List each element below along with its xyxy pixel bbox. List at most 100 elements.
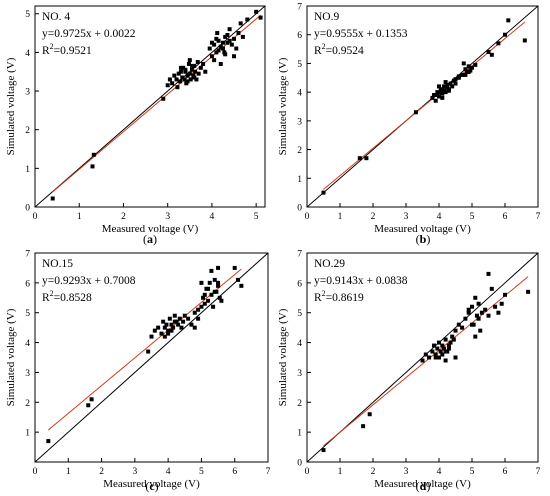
data-point [476,316,481,321]
data-point [433,98,438,103]
x-tick-label: 1 [66,467,71,477]
data-point [212,289,217,294]
data-point [156,325,161,330]
data-point [192,310,197,315]
data-point [162,334,167,339]
data-point [159,331,164,336]
data-point [207,280,212,285]
y-tick-label: 5 [297,309,302,319]
data-point [466,307,471,312]
plot-frame [34,5,266,208]
data-point [448,81,453,86]
data-point [196,307,201,312]
data-point [503,292,507,297]
y-tick-label: 4 [297,339,302,349]
y-tick-label: 1 [297,429,302,439]
data-point [164,322,169,327]
data-point [178,69,183,74]
data-point [364,156,369,161]
data-point [448,340,453,345]
data-point [196,71,201,76]
reference-line [35,253,268,462]
data-point [50,196,55,201]
annotation-r-squared: R2=0.9524 [314,42,364,57]
data-point [489,52,494,57]
data-point [438,349,443,354]
data-point [161,319,166,324]
x-tick-label: 6 [503,212,508,222]
data-point [232,36,237,41]
data-point [456,322,461,327]
x-tick-label: 2 [371,212,376,222]
data-point [174,77,179,82]
y-axis-label: Simulated voltage (V) [277,308,289,406]
fit-line [323,21,526,190]
data-point [437,355,441,360]
data-point [460,325,465,330]
data-point [433,352,438,357]
annotation-dataset: NO. 4 [42,11,70,23]
data-point [489,286,494,291]
data-point [443,337,448,342]
data-point [183,67,188,72]
y-axis-label: Simulated voltage (V) [5,57,17,155]
data-point [199,280,204,285]
data-point [223,34,228,39]
y-tick-label: 3 [297,117,302,127]
y-tick-label: 5 [25,10,30,20]
data-point [172,319,177,324]
x-tick-label: 1 [338,467,343,477]
data-point [206,286,211,291]
data-point [446,343,451,348]
data-point [479,310,484,315]
x-tick-label: 0 [33,212,38,222]
data-point [440,343,445,348]
data-point [486,271,491,276]
data-point [220,40,225,45]
data-point [176,322,181,327]
data-point [435,346,440,351]
data-point [167,316,172,321]
panel-label: (c) [145,479,158,493]
data-point [236,31,241,36]
data-point [451,337,456,342]
data-point [86,403,91,408]
data-point [463,316,468,321]
x-tick-label: 3 [404,467,409,477]
data-point [245,17,250,22]
annotation-equation: y=0.9555x + 0.1353 [314,28,408,40]
data-point [503,32,507,37]
data-point [440,95,445,100]
data-point [450,84,455,89]
y-tick-label: 5 [25,309,30,319]
data-point [172,73,177,78]
data-point [232,54,237,59]
data-point [225,32,230,37]
data-point [466,310,471,315]
data-point [254,9,259,14]
data-point [239,283,244,288]
data-point [212,277,217,282]
data-point [258,15,263,20]
data-point [91,152,96,157]
data-point [188,77,193,82]
data-point [460,72,465,77]
data-point [453,77,458,82]
data-point [189,322,194,327]
plot-frame [306,252,539,463]
data-point [172,313,177,318]
data-point [169,328,174,333]
data-point [432,343,437,348]
x-tick-label: 6 [232,467,237,477]
data-point [499,301,504,306]
x-tick-label: 0 [305,467,310,477]
data-point [190,63,195,68]
data-point [209,268,214,273]
data-point [496,41,501,46]
x-tick-label: 5 [470,212,475,222]
panel-label: (d) [416,479,431,493]
data-point [435,90,440,95]
y-tick-label: 2 [25,399,30,409]
data-point [169,322,174,327]
data-point [506,18,511,23]
